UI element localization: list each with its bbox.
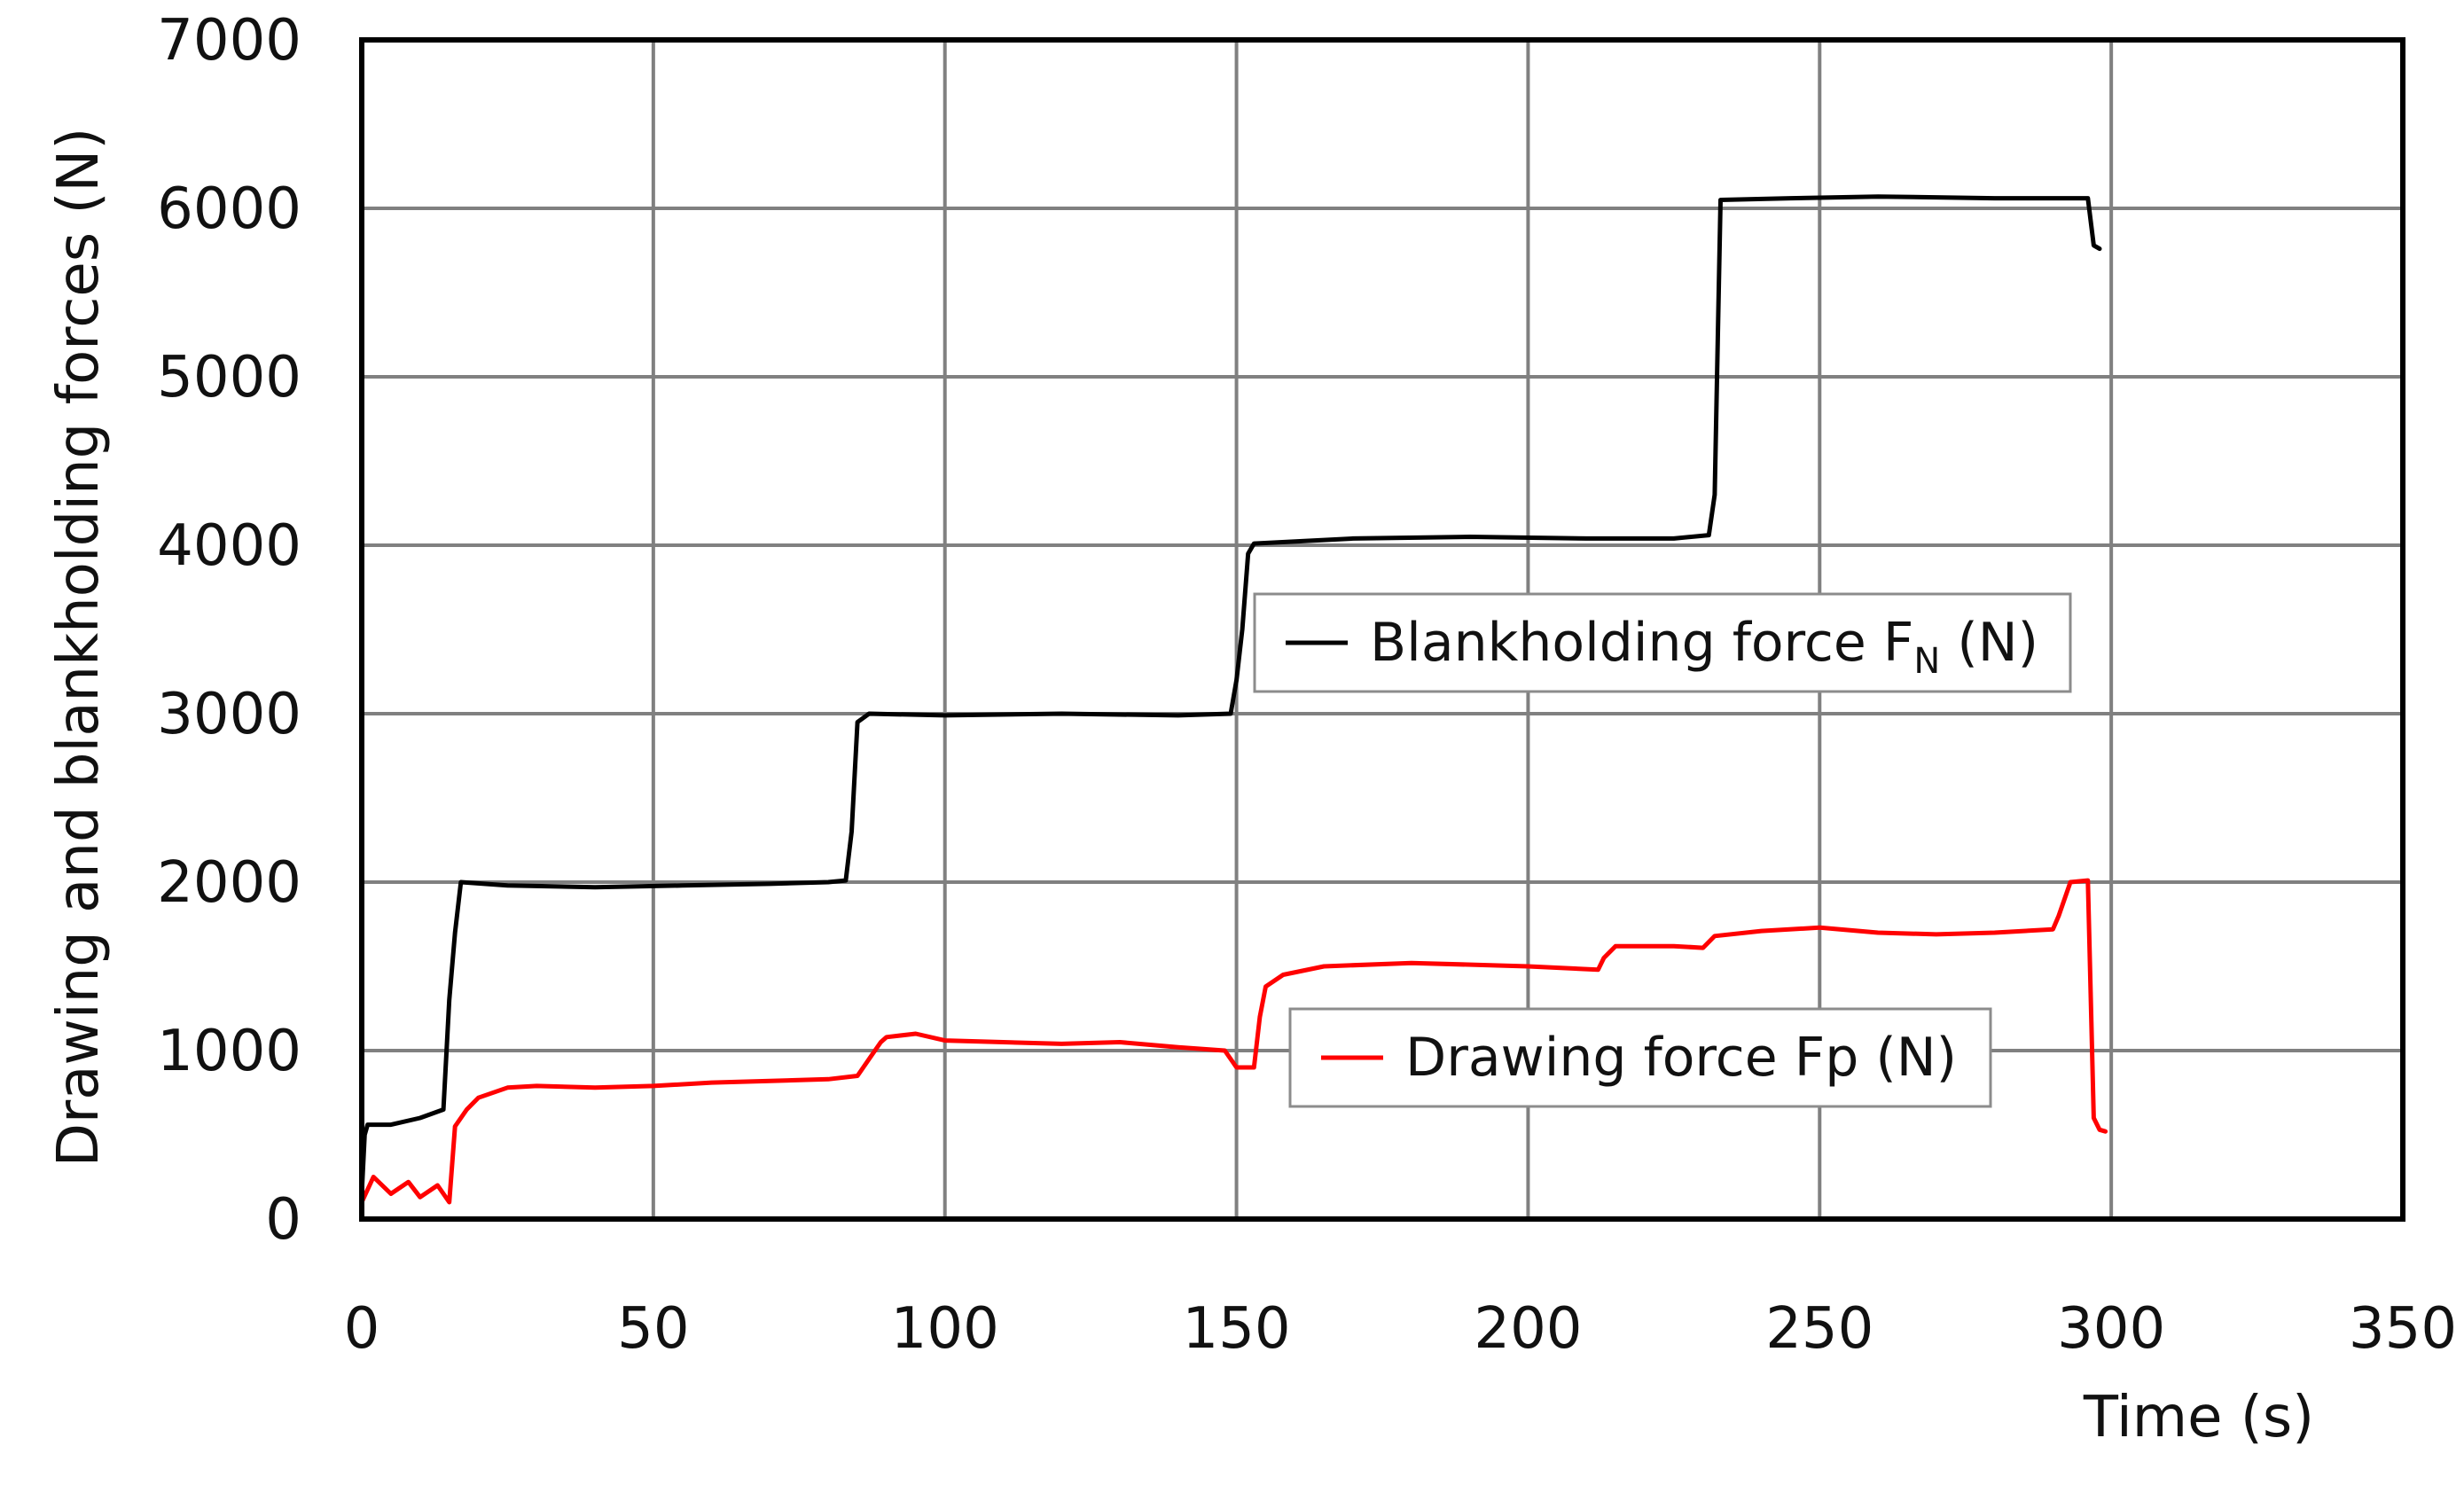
legend-blankholding-unit: (N) (1940, 612, 2038, 674)
y-tick-label: 0 (265, 1187, 301, 1253)
legend-blankholding-box (1253, 592, 2072, 693)
y-axis-ticks: 0 1000 2000 3000 4000 5000 6000 7000 (157, 8, 301, 1253)
y-tick-label: 6000 (157, 176, 301, 242)
y-tick-label: 1000 (157, 1019, 301, 1084)
legend-blankholding-main: Blankholding force F (1370, 612, 1913, 674)
y-axis-title: Drawing and blankholding forces (N) (46, 128, 112, 1168)
x-tick-label: 250 (1765, 1296, 1873, 1362)
x-tick-label: 50 (617, 1296, 689, 1362)
series-lines (359, 194, 2108, 1205)
y-tick-label: 7000 (157, 8, 301, 74)
blankholding-force-line (359, 194, 2102, 1196)
y-tick-label: 2000 (157, 850, 301, 916)
plot-frame (359, 37, 2405, 1222)
legend-blankholding-subscript: N (1913, 641, 1940, 682)
legend-drawing-box (1288, 1007, 1992, 1108)
x-tick-label: 150 (1182, 1296, 1290, 1362)
y-tick-label: 4000 (157, 513, 301, 579)
legend-drawing-label: Drawing force Fp (N) (1405, 1027, 1957, 1089)
x-tick-label: 0 (344, 1296, 380, 1362)
x-tick-label: 200 (1474, 1296, 1582, 1362)
x-tick-label: 350 (2349, 1296, 2457, 1362)
drawing-force-line (359, 878, 2108, 1205)
legend-drawing: Drawing force Fp (N) (1288, 1007, 1992, 1108)
x-tick-label: 100 (891, 1296, 999, 1362)
x-axis-title: Time (s) (2083, 1385, 2314, 1450)
x-tick-label: 300 (2057, 1296, 2165, 1362)
legend-blankholding-label: Blankholding force FN (N) (1370, 612, 2038, 682)
y-tick-label: 5000 (157, 345, 301, 410)
legend-blankholding: Blankholding force FN (N) (1253, 592, 2072, 693)
y-tick-label: 3000 (157, 682, 301, 747)
x-axis-ticks: 0 50 100 150 200 250 300 350 (344, 1296, 2457, 1362)
